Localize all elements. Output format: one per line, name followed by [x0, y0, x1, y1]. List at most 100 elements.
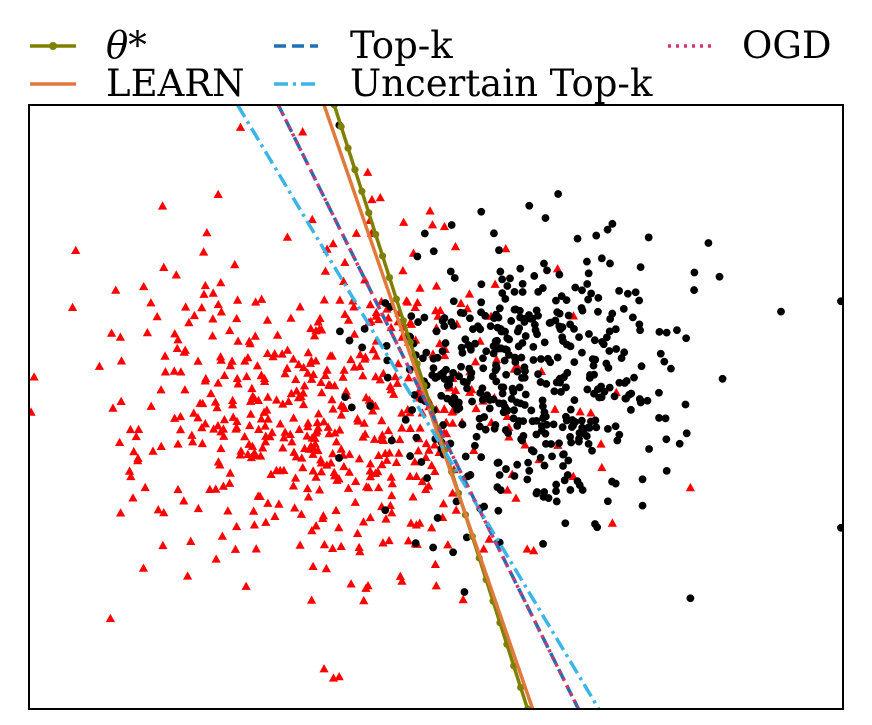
- red-triangle-point: [295, 540, 305, 549]
- black-circle-point: [615, 286, 624, 295]
- red-triangle-point: [299, 362, 309, 372]
- red-triangle-point: [313, 409, 324, 418]
- red-triangle-point: [138, 563, 149, 572]
- black-circle-point: [382, 341, 391, 350]
- red-triangle-point: [300, 443, 310, 453]
- red-triangle-point: [607, 518, 618, 527]
- red-triangle-point: [158, 540, 168, 550]
- black-circle-point: [488, 372, 497, 381]
- black-circle-point: [496, 267, 505, 276]
- black-circle-point: [518, 339, 527, 347]
- red-triangle-point: [285, 429, 295, 438]
- red-triangle-point: [146, 401, 156, 410]
- red-triangle-point: [231, 521, 242, 531]
- black-circle-point: [439, 421, 447, 429]
- red-triangle-point: [216, 277, 226, 287]
- black-circle-point: [490, 314, 498, 323]
- red-triangle-point: [225, 360, 235, 370]
- black-circle-point: [662, 435, 671, 444]
- red-triangle-point: [586, 408, 596, 417]
- black-circle-point: [502, 370, 511, 379]
- red-triangle-point: [286, 313, 296, 322]
- black-circle-point: [528, 417, 537, 426]
- legend-label-learn: LEARN: [106, 62, 245, 105]
- black-circle-point: [605, 347, 614, 355]
- black-circle-point: [777, 307, 785, 316]
- black-circle-point: [521, 332, 530, 340]
- red-triangle-point: [212, 402, 222, 412]
- black-circle-point: [489, 395, 498, 404]
- red-triangle-point: [128, 493, 138, 502]
- red-triangle-point: [502, 411, 512, 421]
- red-triangle-point: [306, 323, 316, 333]
- red-triangle-point: [430, 559, 441, 569]
- black-circle-point: [540, 488, 549, 496]
- red-triangle-point: [438, 498, 449, 508]
- red-triangle-point: [358, 517, 369, 526]
- red-triangle-point: [260, 437, 271, 446]
- red-triangle-point: [298, 399, 309, 409]
- black-circle-point: [418, 354, 427, 363]
- red-triangle-point: [370, 468, 381, 477]
- legend-label-uncertain-topk: Uncertain Top-k: [350, 62, 653, 105]
- black-circle-point: [631, 288, 640, 297]
- red-triangle-point: [316, 467, 327, 476]
- red-triangle-point: [522, 544, 532, 553]
- red-triangle-point: [385, 500, 395, 510]
- red-triangle-point: [210, 397, 221, 406]
- black-circle-point: [513, 327, 522, 336]
- black-circle-point: [521, 390, 530, 399]
- red-triangle-point: [262, 315, 273, 324]
- red-triangle-point: [297, 453, 307, 462]
- red-triangle-point: [105, 613, 115, 623]
- black-circle-point: [537, 355, 545, 363]
- red-triangle-point: [319, 664, 329, 673]
- black-circle-point: [555, 270, 564, 279]
- red-triangle-point: [575, 407, 585, 416]
- black-circle-point: [655, 414, 663, 422]
- red-triangle-point: [361, 583, 371, 592]
- red-triangle-point: [193, 413, 203, 422]
- legend-entry-theta-star: θ*: [30, 24, 147, 67]
- red-triangle-point: [435, 338, 445, 348]
- red-triangle-point: [323, 422, 333, 431]
- red-triangle-point: [306, 595, 317, 604]
- red-triangle-point: [335, 425, 345, 434]
- black-circle-point: [550, 387, 559, 396]
- black-circle-point: [458, 420, 467, 429]
- red-triangle-point: [94, 361, 105, 370]
- black-circle-point: [555, 439, 563, 448]
- red-triangle-point: [328, 673, 339, 682]
- black-circle-point: [611, 422, 620, 431]
- red-triangle-point: [365, 471, 376, 481]
- red-triangle-point: [302, 483, 313, 493]
- red-triangle-point: [597, 462, 607, 472]
- black-circle-point: [510, 406, 519, 415]
- black-circle-point: [524, 458, 533, 467]
- red-triangle-point: [278, 443, 288, 452]
- black-circle-point: [554, 190, 563, 198]
- black-circle-point: [523, 475, 532, 484]
- red-triangle-point: [251, 297, 261, 306]
- red-triangle-point: [228, 412, 238, 421]
- red-triangle-point: [232, 313, 242, 323]
- red-triangle-point: [427, 523, 437, 532]
- black-circle-point: [414, 318, 422, 326]
- legend-entry-ogd: OGD: [668, 24, 832, 67]
- red-triangle-point: [271, 395, 282, 404]
- red-triangle-point: [520, 440, 530, 449]
- red-triangle-point: [116, 356, 127, 365]
- black-circle-point: [531, 326, 540, 335]
- red-triangle-point: [311, 356, 321, 365]
- black-circle-point: [532, 306, 541, 315]
- red-triangle-point: [67, 302, 78, 312]
- red-triangle-point: [307, 526, 317, 535]
- red-triangle-point: [430, 466, 440, 475]
- black-circle-point: [449, 322, 458, 330]
- black-circle-point: [552, 296, 560, 305]
- black-circle-point: [667, 364, 675, 373]
- black-circle-point: [585, 423, 594, 432]
- red-triangle-point: [328, 543, 338, 553]
- red-triangle-point: [448, 418, 458, 427]
- black-circle-point: [548, 452, 556, 461]
